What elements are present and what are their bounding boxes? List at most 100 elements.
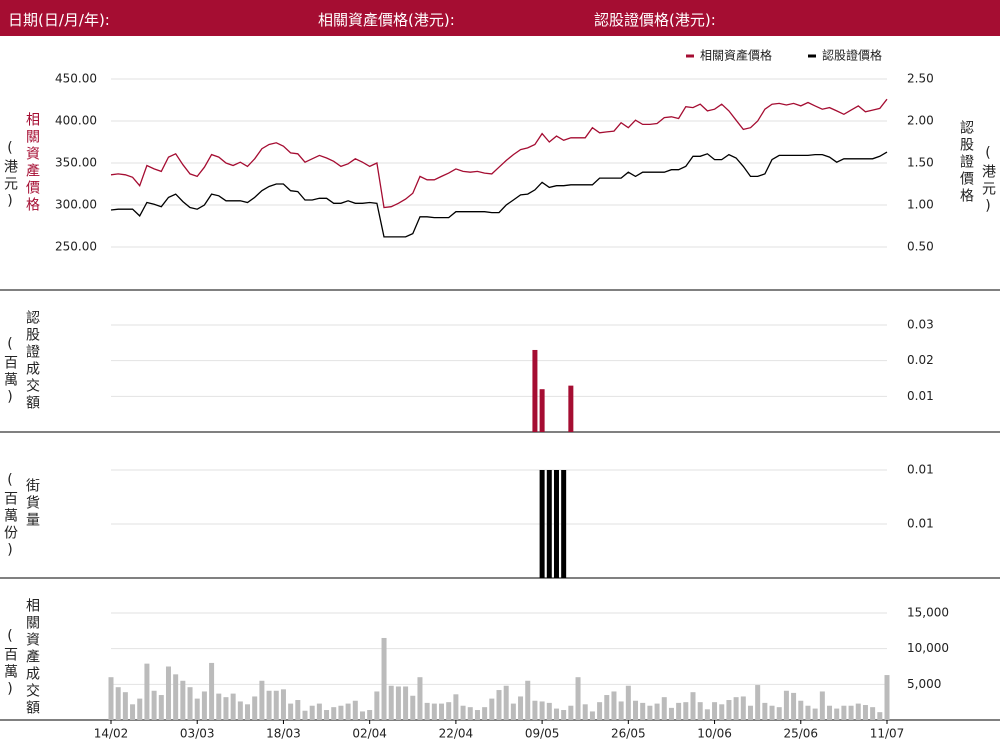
bar [776,707,782,720]
bar [668,707,674,720]
bar [453,694,459,720]
header: 日期(日/月/年): 相關資產價格(港元): 認股證價格(港元): [0,0,1000,36]
legend-label: 認股證價格 [822,48,882,63]
bar [561,470,567,578]
bar [446,702,452,720]
bar [137,698,143,720]
bar [173,674,179,720]
bar [769,705,775,720]
bar [518,696,524,720]
y-tick-label: 0.01 [907,389,934,403]
bar [532,700,538,720]
bar [870,707,876,720]
y-tick-label: 0.02 [907,353,934,367]
bar [618,701,624,720]
bar [704,709,710,720]
bar [575,677,581,720]
bar [482,707,488,720]
bar [683,702,689,720]
y-unit: (港元) [2,140,18,212]
y2-tick-label: 2.50 [907,72,934,86]
y-tick-label: 400.00 [55,114,97,128]
x-tick-label: 10/06 [697,727,732,741]
bar [532,349,538,432]
bar [266,690,272,720]
bar [719,704,725,720]
bar [158,695,164,720]
bar [712,702,718,720]
bar [345,703,351,720]
bar [597,702,603,720]
bar [561,710,567,720]
bar [259,680,265,720]
bar [589,711,595,720]
x-tick-label: 25/06 [783,727,818,741]
x-tick-label: 09/05 [525,727,560,741]
bar [647,705,653,720]
bar [862,705,868,720]
bar [151,690,157,720]
y-tick-label: 0.01 [907,463,934,477]
bar [640,702,646,720]
bar [439,703,445,720]
y2-title: 認股證價格 [958,120,974,205]
bar [654,703,660,720]
bar [180,680,186,720]
y-title: 相關資產價格 [24,112,40,214]
x-tick-label: 14/02 [94,727,129,741]
bar [726,700,732,720]
bar [431,703,437,720]
bar [625,685,631,720]
y2-tick-label: 2.00 [907,114,934,128]
bar [374,691,380,720]
bar [201,691,207,720]
bar [245,704,251,720]
underlying-label: 相關資產價格(港元): [318,11,455,29]
bar [130,704,136,720]
x-tick-label: 26/05 [611,727,646,741]
bar [324,710,330,720]
bar [381,637,387,720]
series-line [110,151,888,238]
bar [791,692,797,720]
bar [848,705,854,720]
bar [288,703,294,720]
bar [697,702,703,720]
series-line [110,98,888,209]
bar [747,705,753,720]
bar [877,712,883,720]
y-tick-label: 0.01 [907,517,934,531]
bar [568,705,574,720]
bar [144,663,150,720]
bar [467,707,473,720]
bar [331,707,337,720]
bar [676,702,682,720]
bar [733,697,739,720]
y2-tick-label: 1.00 [907,198,934,212]
bar [367,710,373,720]
bar [841,705,847,720]
bar [783,690,789,720]
bar [237,701,243,720]
y-tick-label: 0.03 [907,318,934,332]
y-tick-label: 5,000 [907,677,941,691]
bar [661,697,667,720]
bar [252,696,258,720]
x-tick-label: 03/03 [180,727,215,741]
bar [410,695,416,720]
bar [611,691,617,720]
bar [582,704,588,720]
bar [115,687,121,720]
bar [223,697,229,720]
bar [417,677,423,720]
y2-unit: (港元) [980,145,996,217]
bar [338,705,344,720]
x-tick-label: 02/04 [352,727,387,741]
y-unit: (百萬) [2,336,18,408]
bar [316,703,322,720]
y-unit: (百萬份) [2,472,18,561]
y2-tick-label: 1.50 [907,156,934,170]
bar [834,708,840,720]
bar [884,675,890,720]
date-label: 日期(日/月/年): [8,11,110,29]
